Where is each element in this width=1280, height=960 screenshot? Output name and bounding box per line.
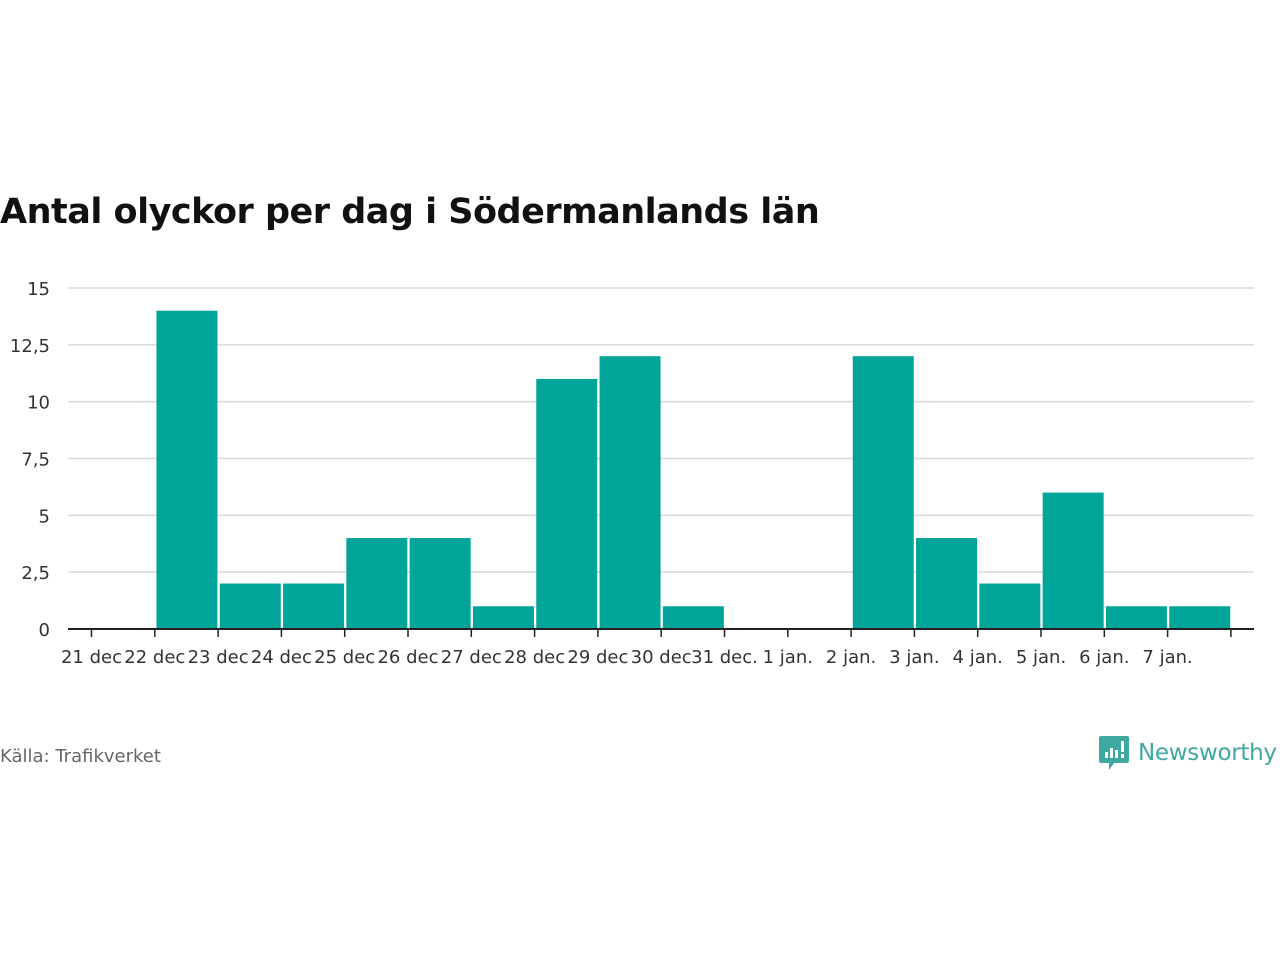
x-tick-label: 25 dec — [314, 647, 375, 668]
y-tick-label: 12,5 — [10, 336, 50, 357]
x-tick-label: 2 jan. — [826, 647, 876, 668]
x-tick-label: 4 jan. — [953, 647, 1003, 668]
x-tick-label: 24 dec — [251, 647, 312, 668]
gridlines — [68, 287, 1254, 573]
bar — [156, 310, 218, 629]
source-note: Källa: Trafikverket — [0, 746, 161, 767]
y-tick-label: 2,5 — [21, 563, 50, 584]
bar — [219, 583, 281, 629]
x-tick-label: 3 jan. — [889, 647, 939, 668]
x-tick-label: 5 jan. — [1016, 647, 1066, 668]
bar — [409, 538, 471, 629]
bar — [979, 583, 1041, 629]
y-tick-label: 0 — [39, 620, 50, 641]
bar — [472, 606, 534, 629]
y-tick-label: 7,5 — [21, 450, 50, 471]
x-tick-label: 27 dec — [441, 647, 502, 668]
bar — [536, 378, 598, 629]
x-tick-label: 7 jan. — [1142, 647, 1192, 668]
newsworthy-logo-icon — [1099, 736, 1129, 770]
brand-logo: Newsworthy — [1098, 735, 1277, 771]
bar — [283, 583, 345, 629]
chart-title: Antal olyckor per dag i Södermanlands lä… — [0, 192, 820, 232]
x-axis-ticks: 21 dec 22 dec 23 dec 24 dec 25 dec 26 dec 27 d… — [61, 629, 1232, 668]
x-tick-label: 23 dec — [188, 647, 249, 668]
bar — [852, 356, 914, 629]
bar — [916, 538, 978, 629]
x-tick-label: 31 dec. — [691, 647, 758, 668]
x-tick-label: 6 jan. — [1079, 647, 1129, 668]
x-tick-label: 30 dec — [631, 647, 692, 668]
y-tick-label: 15 — [27, 279, 50, 300]
bar — [1042, 492, 1104, 629]
x-tick-label: 26 dec — [377, 647, 438, 668]
y-axis-ticks: 0 2,5 5 7,5 10 12,5 15 — [10, 279, 50, 641]
x-tick-label: 21 dec — [61, 647, 122, 668]
y-tick-label: 5 — [39, 506, 50, 527]
x-tick-label: 22 dec — [124, 647, 185, 668]
bar — [346, 538, 408, 629]
x-tick-label: 29 dec — [567, 647, 628, 668]
bar — [599, 356, 661, 629]
x-tick-label: 1 jan. — [763, 647, 813, 668]
bar — [1105, 606, 1167, 629]
x-tick-label: 28 dec — [504, 647, 565, 668]
bar — [662, 606, 724, 629]
y-tick-label: 10 — [27, 393, 50, 414]
brand-name: Newsworthy — [1138, 740, 1277, 766]
bar-chart: 0 2,5 5 7,5 10 12,5 15 21 dec 22 dec 23 dec 24 de… — [10, 279, 1254, 668]
bars — [156, 310, 1231, 629]
bar — [1169, 606, 1231, 629]
